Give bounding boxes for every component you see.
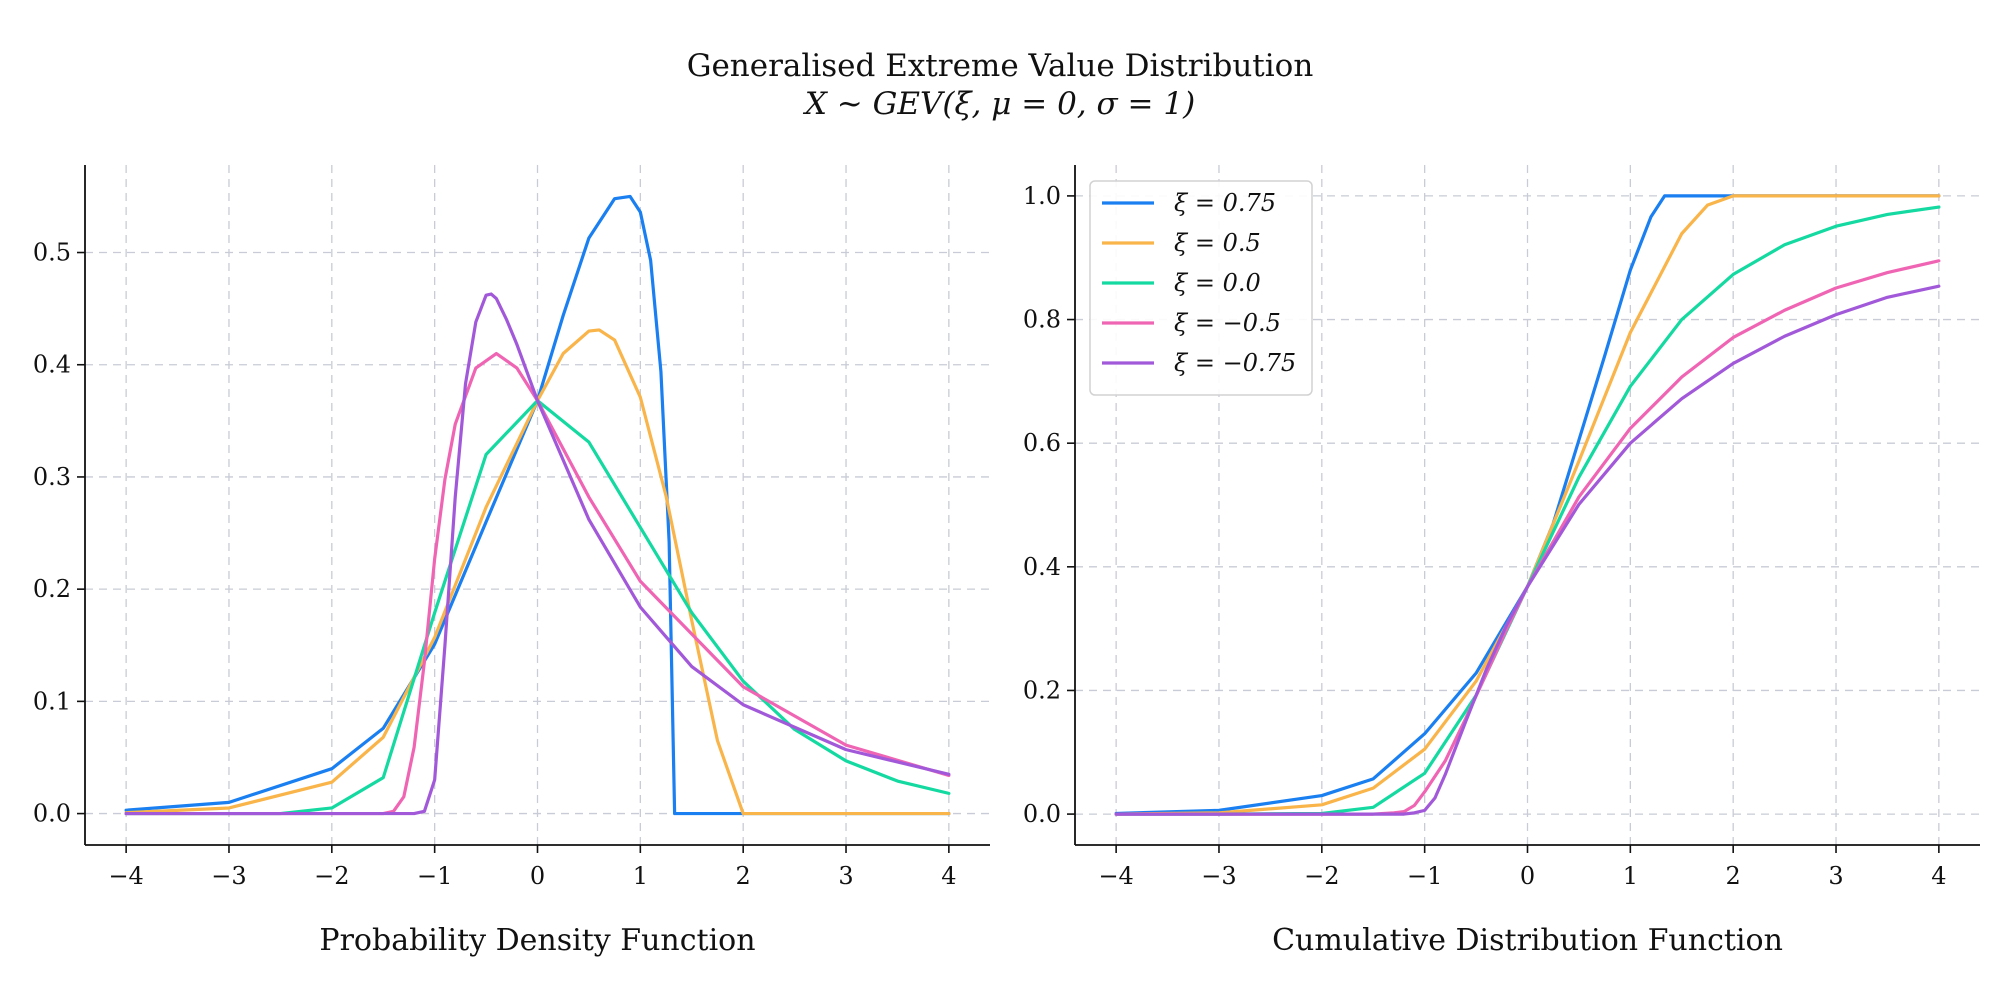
x-tick-label: 0 [530, 862, 545, 890]
pdf-series-line-0 [124, 194, 951, 816]
pdf-series-line-3 [124, 351, 951, 816]
figure-title: Generalised Extreme Value Distribution [686, 48, 1314, 84]
y-tick-label: 0.1 [33, 687, 71, 715]
x-tick-label: −3 [211, 862, 246, 890]
x-tick-label: −4 [108, 862, 143, 890]
x-tick-label: 3 [838, 862, 853, 890]
y-tick-label: 0.0 [33, 800, 71, 828]
pdf-series-line-4 [124, 292, 951, 816]
x-tick-label: −2 [314, 862, 349, 890]
y-tick-label: 0.4 [33, 351, 71, 379]
figure-subtitle: X ~ GEV(ξ, μ = 0, σ = 1) [804, 86, 1196, 122]
x-tick-label: 1 [633, 862, 648, 890]
x-tick-label: −1 [417, 862, 452, 890]
y-tick-label: 0.5 [33, 239, 71, 267]
pdf-series-line-2 [124, 399, 951, 816]
pdf-series-line-1 [124, 328, 951, 816]
x-tick-label: 4 [941, 862, 956, 890]
y-tick-label: 0.3 [33, 463, 71, 491]
x-tick-label: 2 [736, 862, 751, 890]
pdf-x-axis-label: Probability Density Function [319, 923, 755, 958]
y-tick-label: 0.2 [33, 575, 71, 603]
